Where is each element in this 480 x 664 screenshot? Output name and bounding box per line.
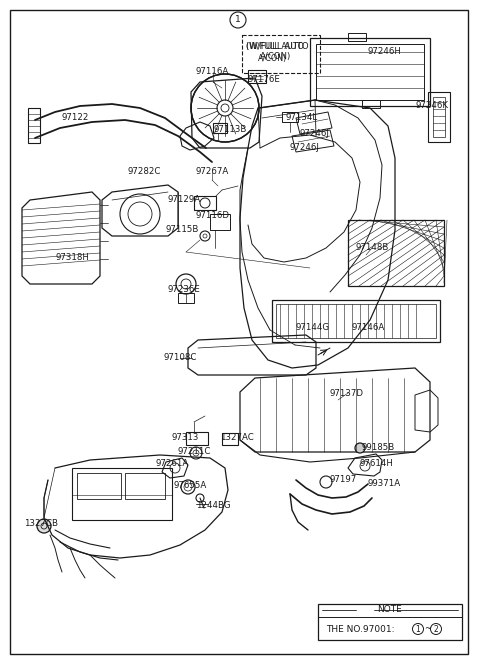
Text: 97197: 97197 <box>330 475 357 485</box>
Bar <box>77 473 121 499</box>
Bar <box>210 214 230 230</box>
Bar <box>178 293 194 303</box>
Text: (W/FULL AUTO: (W/FULL AUTO <box>246 41 304 50</box>
Bar <box>125 473 165 499</box>
Text: ~: ~ <box>424 625 431 633</box>
Text: 97146A: 97146A <box>352 323 385 333</box>
Text: 97116A: 97116A <box>195 68 228 76</box>
Bar <box>318 604 462 640</box>
Bar <box>186 432 208 445</box>
Text: 97116D: 97116D <box>196 210 230 220</box>
Bar <box>194 196 216 210</box>
Text: 97122: 97122 <box>62 114 89 122</box>
Text: 97267A: 97267A <box>196 167 229 177</box>
Bar <box>362 100 380 108</box>
Bar <box>428 92 450 142</box>
Text: 97176E: 97176E <box>248 76 281 84</box>
Circle shape <box>37 519 51 533</box>
Bar <box>272 300 440 342</box>
Text: 97129A: 97129A <box>168 195 201 205</box>
Bar <box>310 38 430 106</box>
Text: 97282C: 97282C <box>128 167 161 177</box>
Bar <box>282 112 298 122</box>
Bar <box>72 468 172 520</box>
Bar <box>28 108 40 143</box>
Text: 97148B: 97148B <box>355 244 388 252</box>
Text: 1244BG: 1244BG <box>196 501 230 511</box>
Text: A/CON): A/CON) <box>258 54 287 62</box>
Text: 97318H: 97318H <box>55 254 89 262</box>
Circle shape <box>355 443 365 453</box>
Text: 99371A: 99371A <box>368 479 401 489</box>
Text: 99185B: 99185B <box>362 444 395 452</box>
Text: 97655A: 97655A <box>173 481 206 491</box>
Bar <box>248 70 266 83</box>
Text: 1327CB: 1327CB <box>24 519 58 529</box>
Text: 97313: 97313 <box>172 434 199 442</box>
Text: 97261A: 97261A <box>156 459 189 469</box>
Text: 97134L: 97134L <box>285 114 317 122</box>
Text: 97115B: 97115B <box>165 226 198 234</box>
Text: 2: 2 <box>433 625 438 633</box>
Text: 1: 1 <box>235 15 241 25</box>
Bar <box>222 433 238 445</box>
Text: THE NO.97001:: THE NO.97001: <box>326 625 397 633</box>
Text: 97211C: 97211C <box>177 448 210 457</box>
Bar <box>433 97 445 137</box>
Text: 97246K: 97246K <box>415 100 448 110</box>
Text: 97246H: 97246H <box>368 48 402 56</box>
Text: 97246J: 97246J <box>300 129 330 137</box>
Bar <box>276 304 436 338</box>
Bar <box>242 35 320 73</box>
Bar <box>213 123 227 133</box>
Text: 97144G: 97144G <box>296 323 330 333</box>
Text: NOTE: NOTE <box>378 606 402 614</box>
Bar <box>316 44 424 100</box>
Text: 97614H: 97614H <box>360 459 394 469</box>
Text: (W/FULL AUTO: (W/FULL AUTO <box>246 41 309 50</box>
Text: 1327AC: 1327AC <box>220 434 254 442</box>
Text: A/CON): A/CON) <box>260 52 291 60</box>
Text: 1: 1 <box>416 625 420 633</box>
Text: 97236E: 97236E <box>167 286 200 295</box>
Bar <box>348 33 366 41</box>
Text: 97137D: 97137D <box>330 388 364 398</box>
Text: 97108C: 97108C <box>163 353 196 363</box>
Text: 97246J: 97246J <box>290 143 320 153</box>
Text: 97113B: 97113B <box>213 125 246 135</box>
